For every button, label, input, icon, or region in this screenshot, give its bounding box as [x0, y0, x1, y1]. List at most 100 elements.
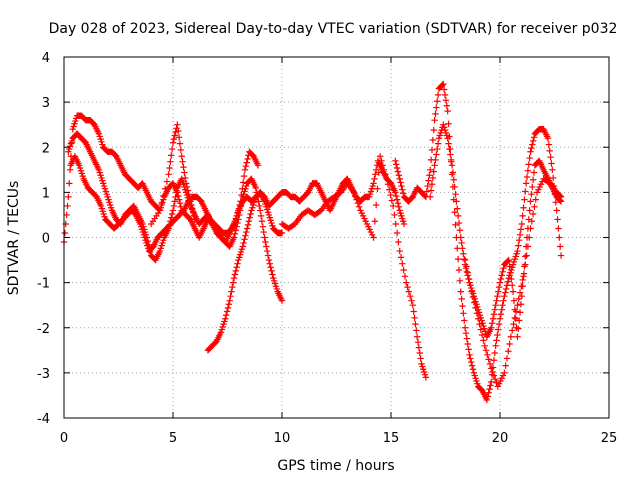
data-point [544, 135, 552, 142]
data-point [441, 91, 449, 99]
data-point [503, 355, 511, 362]
data-point [501, 369, 508, 377]
data-point [430, 126, 437, 134]
data-point [463, 268, 471, 275]
data-point [374, 185, 381, 192]
data-point [264, 252, 272, 259]
data-point [546, 147, 553, 155]
series-arc-g [392, 80, 565, 404]
data-point [168, 145, 176, 153]
data-point [509, 282, 516, 289]
data-point [174, 121, 181, 128]
data-point [481, 342, 488, 349]
data-point [401, 273, 409, 280]
data-point [352, 192, 359, 200]
data-point [443, 102, 451, 109]
data-point [433, 104, 440, 111]
data-point [493, 297, 500, 304]
data-point [515, 295, 522, 303]
data-point [425, 177, 432, 184]
data-point [461, 255, 468, 263]
data-point [451, 209, 458, 216]
data-point [261, 234, 268, 241]
data-point [234, 260, 241, 267]
y-tick-label: 4 [42, 51, 50, 66]
data-point [496, 279, 504, 286]
data-point [498, 272, 505, 279]
data-point [417, 355, 424, 362]
data-point [424, 182, 431, 190]
data-point [499, 268, 506, 275]
data-point [462, 329, 470, 337]
data-point [527, 148, 534, 155]
data-point [411, 314, 418, 322]
data-point [552, 199, 560, 206]
data-point [388, 197, 396, 204]
data-point [434, 140, 442, 147]
data-point [548, 160, 555, 167]
data-point [556, 192, 564, 200]
data-point [516, 309, 524, 316]
data-point [229, 283, 236, 291]
data-point [429, 174, 437, 182]
data-point [180, 163, 187, 171]
data-point [387, 191, 394, 199]
data-point [521, 196, 528, 203]
data-point [469, 293, 477, 301]
data-point [386, 186, 393, 193]
data-point [433, 151, 440, 158]
data-point [182, 180, 190, 187]
data-point [449, 169, 457, 176]
data-point [482, 347, 490, 354]
data-point [432, 110, 439, 118]
data-point [262, 238, 269, 246]
data-point [509, 288, 517, 295]
data-point [489, 368, 496, 376]
data-point [400, 190, 407, 197]
data-point [268, 267, 275, 275]
data-point [447, 151, 454, 158]
data-point [163, 178, 171, 185]
data-point [506, 263, 513, 270]
data-point [490, 357, 498, 364]
data-point [235, 205, 243, 212]
data-point [557, 252, 565, 259]
data-point [179, 158, 186, 165]
data-point [399, 186, 406, 193]
data-point [519, 212, 526, 220]
data-point [506, 340, 513, 348]
data-point [241, 236, 248, 243]
data-point [392, 157, 399, 164]
data-point [530, 169, 538, 176]
data-point [415, 344, 423, 351]
data-point [553, 207, 560, 214]
data-point [177, 146, 185, 154]
data-point [505, 348, 512, 355]
data-point [458, 239, 465, 247]
data-point [514, 333, 521, 340]
data-point [239, 179, 247, 186]
data-point [371, 218, 379, 225]
data-point [512, 308, 520, 315]
y-tick-label: -3 [37, 367, 50, 382]
data-point [395, 172, 403, 179]
data-point [410, 308, 417, 315]
data-point [556, 234, 563, 241]
data-point [486, 385, 493, 393]
data-point [400, 220, 408, 228]
data-point [456, 277, 464, 285]
data-point [459, 302, 466, 310]
data-point [355, 203, 363, 211]
data-point [430, 168, 437, 175]
data-point [527, 225, 534, 232]
data-point [244, 221, 252, 229]
data-point [175, 196, 183, 203]
data-point [514, 301, 521, 309]
data-point [394, 168, 402, 175]
data-point [491, 306, 498, 313]
data-point [525, 161, 532, 168]
data-point [523, 173, 531, 181]
data-point [165, 171, 172, 178]
data-point [451, 183, 458, 191]
data-point [396, 175, 403, 183]
